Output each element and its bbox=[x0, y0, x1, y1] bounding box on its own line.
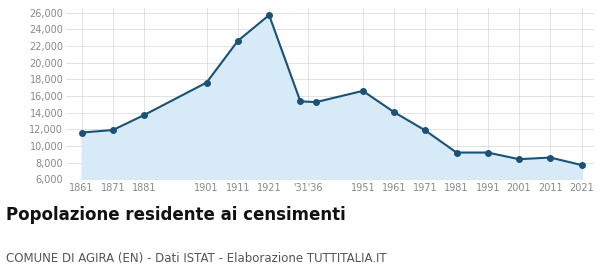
Text: Popolazione residente ai censimenti: Popolazione residente ai censimenti bbox=[6, 206, 346, 224]
Text: COMUNE DI AGIRA (EN) - Dati ISTAT - Elaborazione TUTTITALIA.IT: COMUNE DI AGIRA (EN) - Dati ISTAT - Elab… bbox=[6, 252, 386, 265]
